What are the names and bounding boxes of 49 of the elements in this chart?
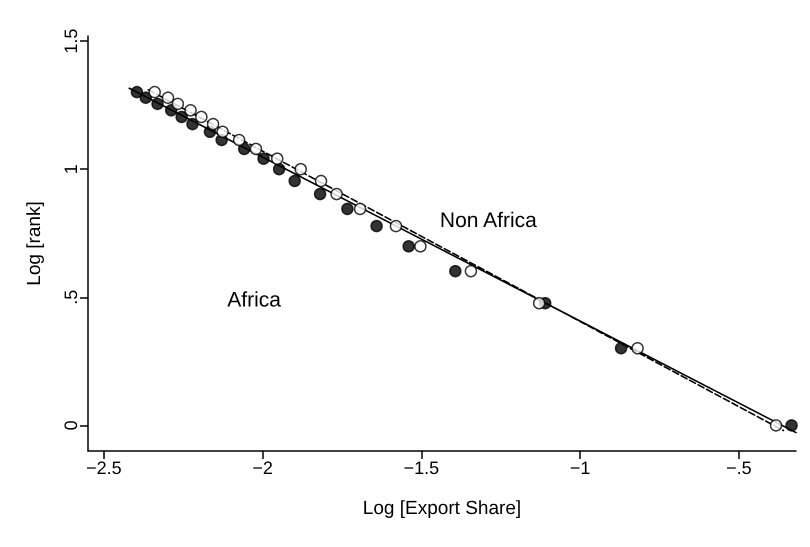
point [151, 98, 164, 110]
point [238, 142, 250, 156]
point [330, 188, 343, 200]
point [614, 342, 628, 355]
point [770, 419, 782, 432]
point [148, 86, 161, 98]
point [390, 220, 402, 232]
point [195, 110, 208, 124]
point [449, 264, 462, 278]
point [140, 91, 152, 104]
x-tick-label: −2.5 [86, 458, 122, 478]
point [354, 202, 366, 216]
x-axis-title: Log [Export Share] [362, 498, 522, 519]
point [294, 162, 307, 176]
x-tick-label: −2 [252, 458, 273, 478]
point [206, 118, 220, 130]
point [370, 220, 383, 232]
point [314, 188, 326, 200]
point [162, 91, 174, 104]
point [341, 202, 354, 216]
point [172, 98, 184, 110]
point [250, 142, 262, 156]
point [314, 174, 328, 188]
y-tick-label: 0 [61, 420, 81, 430]
point [402, 240, 415, 253]
point [184, 104, 197, 117]
y-tick-label: .5 [61, 290, 81, 305]
annotation: Africa [227, 288, 282, 312]
point [631, 342, 644, 355]
y-axis-title: Log [rank] [24, 201, 45, 286]
point [288, 174, 301, 188]
point [532, 296, 546, 310]
point [464, 264, 478, 278]
x-tick-label: −1.5 [404, 458, 440, 478]
x-tick-label: −.5 [726, 458, 752, 478]
y-tick-label: 1 [61, 164, 81, 174]
point [130, 86, 144, 98]
x-tick-label: −1 [570, 458, 590, 478]
point [257, 152, 270, 165]
point [186, 118, 199, 130]
annotation: Non Africa [440, 208, 538, 232]
point [216, 126, 229, 138]
point [270, 152, 284, 165]
point [175, 110, 188, 124]
y-tick-label: 1.5 [61, 28, 81, 54]
point [232, 134, 246, 146]
point [785, 419, 798, 432]
point [414, 240, 427, 253]
point [272, 162, 286, 176]
